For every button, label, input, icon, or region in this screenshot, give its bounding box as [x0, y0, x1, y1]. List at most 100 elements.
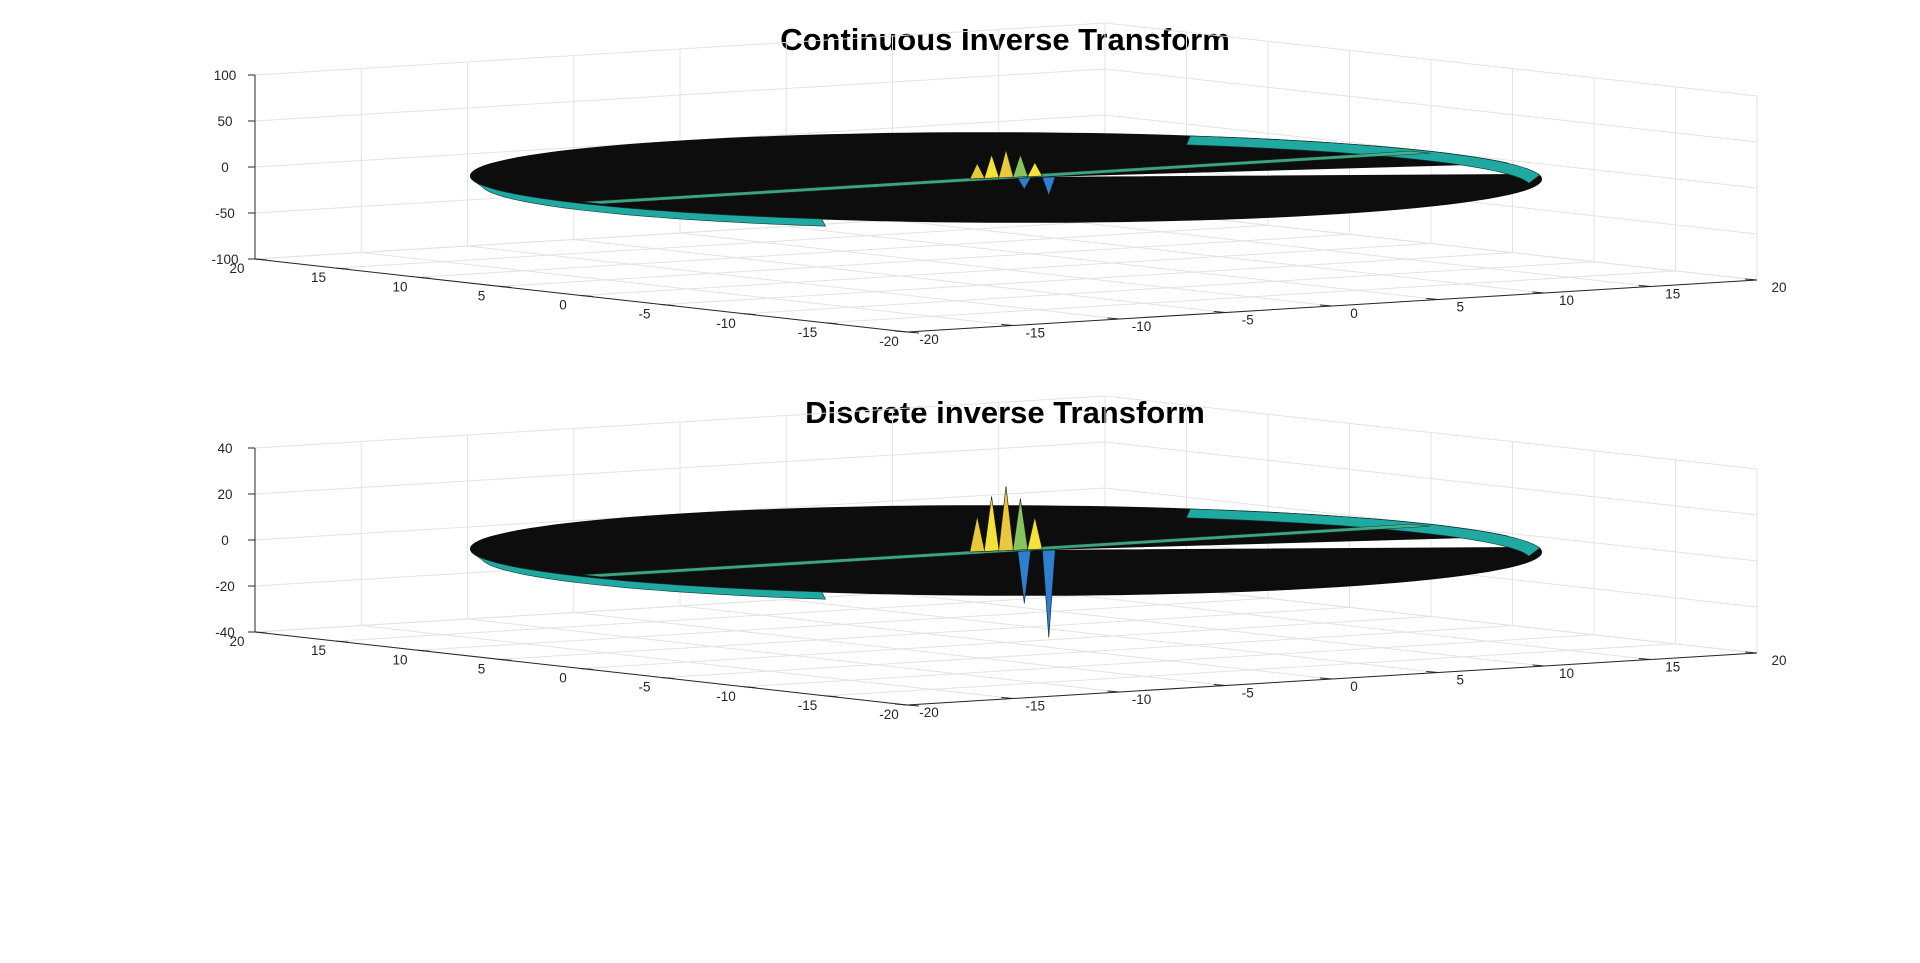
x-tick-label: 0 [1350, 679, 1358, 694]
y-tick [499, 658, 512, 661]
y-tick-label: -10 [716, 316, 736, 331]
grid-line [825, 270, 1676, 324]
y-tick [580, 295, 594, 297]
y-tick-label: -5 [638, 307, 650, 322]
z-tick-label: 0 [221, 533, 229, 548]
y-tick [743, 686, 757, 689]
grid-line [662, 625, 1513, 679]
x-tick-label: -10 [1132, 319, 1152, 334]
x-tick-label: -15 [1025, 326, 1045, 341]
x-tick [1638, 285, 1651, 287]
grid-line [254, 68, 1106, 122]
y-tick [254, 258, 268, 261]
x-tick-label: 20 [1771, 653, 1786, 668]
x-tick [1532, 291, 1545, 294]
y-tick-label: -5 [638, 680, 650, 695]
x-tick [1319, 677, 1333, 680]
y-tick [825, 695, 838, 698]
x-tick-label: 0 [1350, 306, 1358, 321]
surface-spike [1026, 517, 1043, 551]
surface-spike [1012, 153, 1029, 178]
grid-line [662, 252, 1513, 306]
y-tick [417, 276, 431, 279]
grid-line [580, 243, 1432, 296]
grid-line [1104, 68, 1758, 143]
x-tick [1532, 664, 1545, 667]
x-tick [1744, 278, 1758, 281]
surface-plot-discrete: Discrete inverse Transform -40 -20 0 20 40 -20… [215, 395, 1786, 722]
y-tick [336, 640, 349, 643]
x-tick-label: -5 [1242, 686, 1254, 701]
x-tick [894, 703, 908, 706]
y-tick-label: -20 [879, 707, 899, 722]
grid-line [254, 22, 1106, 76]
z-tick-label: 20 [217, 487, 232, 502]
y-tick-label: 10 [392, 652, 407, 667]
x-tick [1213, 311, 1226, 313]
surface-trough [1042, 549, 1056, 638]
x-tick [1638, 658, 1651, 660]
surface-rim-right [1186, 135, 1540, 184]
z-tick-label: -50 [215, 206, 235, 221]
grid-line [743, 634, 1595, 688]
y-tick-label: 20 [229, 634, 244, 649]
x-tick-label: 15 [1665, 287, 1680, 302]
chart-title: Discrete inverse Transform [805, 395, 1205, 430]
surface-spike [983, 496, 1000, 552]
grid-line [825, 643, 1676, 697]
z-tick-label: 0 [221, 160, 229, 175]
grid-line [1104, 395, 1758, 470]
x-tick [1426, 671, 1439, 673]
y-tick-label: 20 [229, 261, 244, 276]
x-tick-label: -10 [1132, 692, 1152, 707]
x-tick [1001, 324, 1014, 326]
y-tick [580, 668, 594, 670]
grid-line [743, 261, 1595, 315]
y-tick-label: 5 [478, 661, 486, 676]
y-tick [825, 322, 838, 325]
x-tick-label: 10 [1559, 666, 1574, 681]
x-tick [1107, 317, 1120, 320]
z-tick-label: -20 [215, 579, 235, 594]
y-tick-label: 0 [559, 298, 567, 313]
y-tick-label: 15 [311, 643, 326, 658]
x-tick-label: 15 [1665, 660, 1680, 675]
grid-line [336, 215, 1187, 269]
surface-spike [1012, 498, 1029, 551]
grid-line [254, 441, 1106, 495]
x-tick-label: 5 [1456, 673, 1464, 688]
surface-trough [1017, 550, 1032, 604]
x-tick [1426, 298, 1439, 300]
z-tick-label: -40 [215, 625, 235, 640]
x-tick-label: 5 [1456, 300, 1464, 315]
y-tick [906, 704, 920, 707]
x-tick [894, 330, 908, 333]
grid-line [254, 395, 1106, 449]
grid-line [499, 606, 1350, 660]
grid-line [1104, 441, 1758, 516]
x-tick-label: -20 [919, 332, 939, 347]
x-tick-label: -5 [1242, 313, 1254, 328]
y-tick [906, 331, 920, 334]
surface-plot-continuous: Continuous Inverse Transform-100-5005010… [211, 22, 1786, 349]
surface-spike [998, 486, 1014, 552]
y-tick-label: 0 [559, 671, 567, 686]
surface-rim-left [472, 552, 827, 600]
z-tick-label: 40 [217, 441, 232, 456]
surface-rim-right [1186, 508, 1540, 557]
surface-trough [1041, 176, 1056, 197]
y-tick [336, 267, 349, 270]
surface-spike [998, 148, 1014, 179]
surface-spike [983, 153, 1000, 179]
grid-line [417, 224, 1269, 278]
grid-line [417, 597, 1269, 651]
y-tick-label: -10 [716, 689, 736, 704]
grid-line [499, 233, 1350, 287]
z-tick-label: 50 [217, 114, 232, 129]
surface-rim-left [472, 179, 827, 227]
grid-line [336, 588, 1187, 642]
x-tick-label: 20 [1771, 280, 1786, 295]
chart-title: Continuous Inverse Transform [780, 22, 1230, 57]
y-tick [662, 677, 675, 680]
